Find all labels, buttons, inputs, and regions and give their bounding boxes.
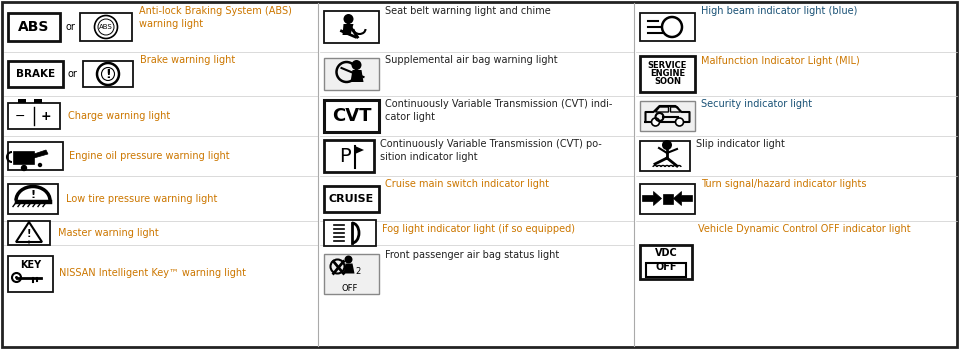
Text: CRUISE: CRUISE: [329, 193, 374, 203]
Bar: [14, 152, 34, 164]
Text: Supplemental air bag warning light: Supplemental air bag warning light: [385, 55, 557, 65]
Bar: [324, 58, 379, 90]
Text: Seat belt warning light and chime: Seat belt warning light and chime: [385, 6, 550, 16]
Text: OFF: OFF: [655, 261, 677, 272]
Text: !: !: [105, 67, 111, 81]
Circle shape: [343, 14, 354, 24]
Bar: [324, 100, 379, 132]
Bar: [640, 101, 695, 131]
Text: ABS: ABS: [18, 20, 50, 34]
Polygon shape: [350, 70, 363, 82]
Bar: [8, 61, 63, 87]
Text: SOON: SOON: [654, 77, 681, 87]
Text: Cruise main switch indicator light: Cruise main switch indicator light: [385, 179, 549, 189]
Circle shape: [21, 165, 27, 171]
Text: VDC: VDC: [655, 247, 677, 258]
Bar: [640, 184, 695, 214]
Text: High beam indicator light (blue): High beam indicator light (blue): [701, 6, 857, 16]
Text: Master warning light: Master warning light: [58, 228, 159, 238]
Text: −: −: [14, 110, 25, 122]
Text: P: P: [339, 147, 351, 165]
Text: !: !: [31, 190, 35, 200]
Polygon shape: [673, 192, 692, 206]
Text: Continuously Variable Transmission (CVT) indi-
cator light: Continuously Variable Transmission (CVT)…: [385, 99, 613, 122]
Circle shape: [675, 118, 684, 126]
Bar: [8, 142, 63, 170]
Circle shape: [38, 163, 41, 166]
Circle shape: [28, 240, 31, 244]
Bar: [640, 245, 692, 279]
Bar: [646, 262, 686, 276]
Text: Engine oil pressure warning light: Engine oil pressure warning light: [69, 151, 229, 161]
Text: Charge warning light: Charge warning light: [68, 111, 171, 121]
Text: Anti-lock Braking System (ABS)
warning light: Anti-lock Braking System (ABS) warning l…: [139, 6, 292, 29]
Bar: [640, 141, 690, 171]
Text: or: or: [65, 22, 75, 32]
Bar: [324, 253, 379, 294]
Bar: [640, 56, 695, 92]
Text: Continuously Variable Transmission (CVT) po-
sition indicator light: Continuously Variable Transmission (CVT)…: [380, 139, 601, 162]
Text: ABS: ABS: [99, 24, 113, 30]
Bar: [324, 140, 374, 172]
Bar: [8, 221, 50, 245]
Text: SERVICE: SERVICE: [648, 61, 688, 70]
Polygon shape: [34, 150, 48, 158]
Text: NISSAN Intelligent Key™ warning light: NISSAN Intelligent Key™ warning light: [59, 268, 246, 279]
Polygon shape: [355, 146, 364, 154]
Bar: [80, 13, 132, 41]
Circle shape: [651, 118, 660, 126]
Polygon shape: [343, 263, 355, 274]
Text: Slip indicator light: Slip indicator light: [696, 139, 784, 149]
Text: or: or: [68, 69, 78, 79]
Circle shape: [662, 140, 672, 150]
Text: Brake warning light: Brake warning light: [140, 55, 235, 65]
Bar: [8, 13, 60, 41]
Bar: [18, 99, 26, 103]
Circle shape: [344, 255, 353, 263]
Text: !: !: [27, 229, 32, 239]
Text: Fog light indicator light (if so equipped): Fog light indicator light (if so equippe…: [382, 224, 575, 234]
Text: Vehicle Dynamic Control OFF indicator light: Vehicle Dynamic Control OFF indicator li…: [698, 224, 911, 234]
Bar: [34, 99, 42, 103]
Text: 2: 2: [356, 267, 361, 276]
Bar: [324, 186, 379, 211]
Text: +: +: [40, 110, 52, 122]
Text: KEY: KEY: [20, 260, 41, 270]
Circle shape: [352, 60, 362, 70]
Bar: [324, 11, 379, 43]
Text: OFF: OFF: [341, 284, 358, 293]
Polygon shape: [342, 24, 354, 35]
Text: CVT: CVT: [332, 107, 371, 125]
Bar: [8, 184, 58, 214]
Text: Turn signal/hazard indicator lights: Turn signal/hazard indicator lights: [701, 179, 867, 189]
Text: Front passenger air bag status light: Front passenger air bag status light: [385, 250, 559, 260]
Text: Malfunction Indicator Light (MIL): Malfunction Indicator Light (MIL): [701, 56, 860, 66]
Polygon shape: [643, 192, 662, 206]
Bar: [324, 220, 376, 246]
Bar: [8, 103, 60, 129]
Text: Security indicator light: Security indicator light: [701, 99, 812, 109]
Bar: [640, 13, 695, 41]
Bar: [8, 255, 53, 291]
Text: Low tire pressure warning light: Low tire pressure warning light: [66, 193, 218, 203]
Text: ENGINE: ENGINE: [650, 69, 685, 79]
Text: BRAKE: BRAKE: [16, 69, 55, 79]
Circle shape: [15, 276, 18, 279]
Bar: [663, 193, 672, 203]
Bar: [83, 61, 133, 87]
